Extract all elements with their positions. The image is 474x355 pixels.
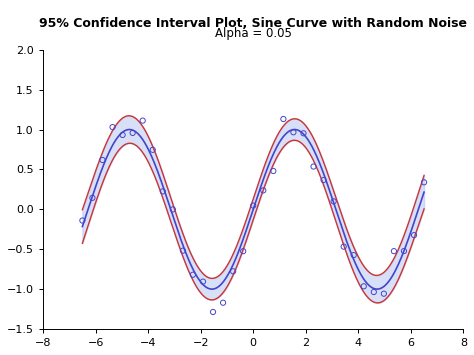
Point: [89, 195, 96, 201]
Point: [350, 252, 357, 258]
Point: [199, 279, 207, 284]
Point: [249, 203, 257, 208]
Point: [340, 244, 347, 250]
Point: [259, 187, 267, 193]
Point: [390, 248, 398, 254]
Point: [159, 189, 166, 194]
Point: [420, 180, 428, 185]
Point: [360, 283, 367, 289]
Point: [219, 300, 227, 306]
Point: [149, 147, 156, 153]
Point: [119, 132, 127, 138]
Point: [189, 272, 197, 278]
Point: [229, 268, 237, 274]
Point: [139, 118, 146, 124]
Point: [270, 168, 277, 174]
Title: 95% Confidence Interval Plot, Sine Curve with Random Noise: 95% Confidence Interval Plot, Sine Curve…: [39, 17, 467, 31]
Point: [280, 116, 287, 122]
Point: [380, 291, 388, 296]
Point: [179, 248, 187, 253]
Point: [400, 248, 408, 254]
Point: [320, 177, 328, 183]
Point: [209, 309, 217, 315]
Text: Alpha = 0.05: Alpha = 0.05: [215, 27, 292, 40]
Point: [410, 232, 418, 238]
Point: [290, 130, 297, 135]
Point: [109, 124, 116, 130]
Point: [330, 198, 337, 204]
Point: [99, 157, 106, 163]
Point: [300, 130, 307, 136]
Point: [129, 130, 137, 136]
Point: [79, 218, 86, 223]
Point: [169, 207, 177, 212]
Point: [370, 289, 378, 295]
Point: [239, 248, 247, 254]
Point: [310, 164, 317, 169]
